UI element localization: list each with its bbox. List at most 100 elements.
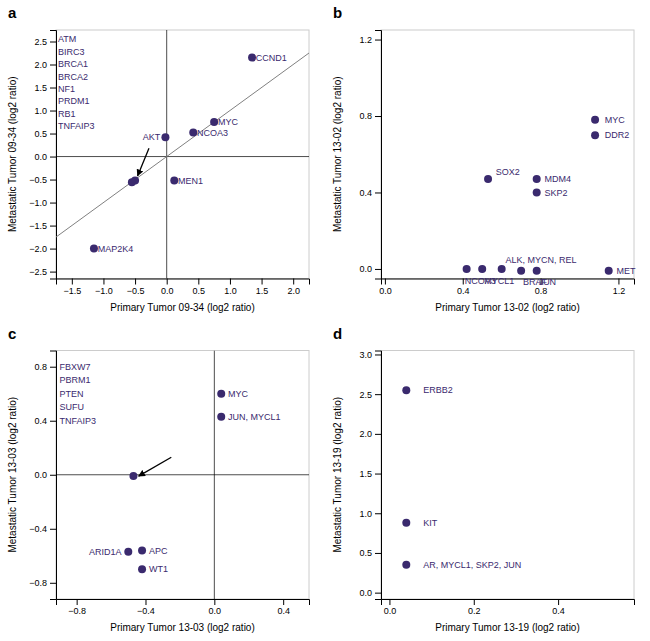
- y-axis-tick: −1.0: [29, 198, 56, 208]
- x-axis-tick-label: 1.2: [613, 286, 626, 296]
- point: [217, 390, 225, 398]
- annotation: TNFAIP3: [59, 416, 96, 426]
- point: [498, 265, 506, 273]
- y-axis-tick: 1.0: [34, 106, 56, 116]
- panel-label: a: [8, 4, 17, 21]
- y-axis-tick: 0.8: [34, 362, 56, 372]
- plot: −0.8−0.40.00.4−0.8−0.40.00.40.8Primary T…: [7, 351, 310, 634]
- y-axis-title: Metastatic Tumor 13-02 (log2 ratio): [332, 76, 343, 232]
- x-axis-tick: 0.5: [193, 279, 206, 296]
- y-axis-tick-mark: [50, 421, 56, 422]
- x-axis-title: Primary Tumor 09-34 (log2 ratio): [110, 302, 255, 313]
- annotation: KIT: [423, 518, 438, 528]
- annotation: BRCA1: [58, 59, 88, 69]
- x-axis-tick-mark: [230, 279, 231, 285]
- x-axis-line: [57, 279, 310, 285]
- y-axis-tick: 1.0: [359, 509, 381, 519]
- x-axis-tick-label: 1.0: [224, 286, 237, 296]
- annotation: ARID1A: [89, 547, 122, 557]
- x-axis-title: Primary Tumor 13-19 (log2 ratio): [435, 622, 580, 633]
- point: [484, 175, 492, 183]
- point: [128, 178, 136, 186]
- y-axis-tick-mark: [50, 272, 56, 273]
- y-axis-title: Metastatic Tumor 13-03 (log2 ratio): [7, 397, 18, 553]
- annotations: MYCDDR2SOX2MDM4SKP2NCOA3MYCL1ALK, MYCN, …: [465, 115, 636, 287]
- y-axis-tick: −1.5: [29, 221, 56, 231]
- x-axis-tick: 0.2: [468, 599, 481, 616]
- point: [124, 548, 132, 556]
- y-axis-tick-label: 1.0: [359, 509, 372, 519]
- y-axis: 0.00.51.01.52.02.53.0: [359, 350, 381, 600]
- x-axis-tick-mark: [385, 279, 386, 285]
- y-axis-tick-label: −0.8: [29, 578, 47, 588]
- x-axis-tick-label: 0.0: [379, 286, 392, 296]
- y-axis-tick: 1.2: [359, 35, 381, 45]
- figure: a−1.5−1.0−0.50.00.51.01.52.0−2.5−2.0−1.5…: [0, 0, 650, 641]
- plot-frame: [56, 30, 309, 279]
- annotation: MDM4: [544, 174, 571, 184]
- point: [138, 546, 146, 554]
- annotation: JUN, MYCL1: [228, 412, 281, 422]
- x-axis-tick-mark: [618, 279, 619, 285]
- x-axis-tick-mark: [262, 279, 263, 285]
- x-axis-tick: 0.4: [277, 599, 290, 616]
- annotation: TNFAIP3: [58, 121, 95, 131]
- point: [402, 519, 410, 527]
- panel: a−1.5−1.0−0.50.00.51.01.52.0−2.5−2.0−1.5…: [7, 4, 310, 313]
- annotation: MYC: [218, 117, 239, 127]
- annotation: BRCA2: [58, 72, 88, 82]
- plot: −1.5−1.0−0.50.00.51.01.52.0−2.5−2.0−1.5−…: [7, 30, 310, 313]
- x-axis: −1.5−1.0−0.50.00.51.01.52.0: [57, 279, 310, 296]
- annotation: CCND1: [256, 53, 287, 63]
- annotation: ATM: [58, 34, 76, 44]
- y-axis-tick-label: 0.5: [34, 129, 47, 139]
- annotation: DDR2: [605, 130, 630, 140]
- y-axis-tick: 2.0: [359, 429, 381, 439]
- y-axis-line: [50, 351, 57, 600]
- y-axis-tick-mark: [375, 354, 381, 355]
- y-axis-tick: 0.5: [359, 548, 381, 558]
- zero-line-h: [56, 474, 309, 475]
- y-axis-tick-mark: [375, 553, 381, 554]
- y-axis-line: [50, 31, 57, 280]
- arrow: [138, 148, 149, 176]
- x-axis-tick: 1.0: [224, 279, 237, 296]
- x-axis-tick: −0.4: [137, 599, 155, 616]
- y-axis-tick: 0.8: [359, 111, 381, 121]
- y-axis-tick-label: 0.0: [359, 588, 372, 598]
- annotation: SKP2: [544, 188, 567, 198]
- x-axis-tick: −0.5: [127, 279, 145, 296]
- y-axis-tick-mark: [375, 116, 381, 117]
- y-axis-tick-label: −1.0: [29, 198, 47, 208]
- y-axis-line: [375, 31, 382, 280]
- zero-line-v: [214, 351, 215, 600]
- zero-line-v: [166, 30, 167, 279]
- annotations: CCND1MYCNCOA3AKTMEN1MAP2K4ATMBIRC3BRCA1B…: [58, 34, 287, 253]
- y-axis-tick: 3.0: [359, 350, 381, 360]
- x-axis-line: [57, 600, 310, 606]
- y-axis-line: [375, 351, 382, 600]
- panel-label: b: [333, 4, 342, 21]
- point: [189, 129, 197, 137]
- y-axis: 0.00.40.81.2: [359, 31, 381, 280]
- annotation: MET: [616, 266, 636, 276]
- annotation: ERBB2: [423, 385, 453, 395]
- plot-frame: [381, 351, 634, 600]
- y-axis-tick: −0.5: [29, 175, 56, 185]
- y-axis-tick-mark: [50, 42, 56, 43]
- x-axis-tick-mark: [198, 279, 199, 285]
- y-axis-tick-label: −2.0: [29, 244, 47, 254]
- x-axis-tick-mark: [103, 279, 104, 285]
- panel: c−0.8−0.40.00.4−0.8−0.40.00.40.8Primary …: [7, 325, 310, 634]
- x-axis-tick-label: −1.0: [95, 286, 113, 296]
- x-axis-tick-mark: [135, 279, 136, 285]
- marks: [56, 30, 309, 279]
- x-axis-tick-label: −0.4: [137, 606, 155, 616]
- annotations: ERBB2KITAR, MYCL1, SKP2, JUN: [423, 385, 521, 570]
- point: [161, 133, 169, 141]
- point: [129, 472, 137, 480]
- y-axis-tick-label: 2.5: [34, 37, 47, 47]
- y-axis-tick: 0.5: [34, 129, 56, 139]
- x-axis-tick-mark: [167, 279, 168, 285]
- annotation: AKT: [143, 132, 161, 142]
